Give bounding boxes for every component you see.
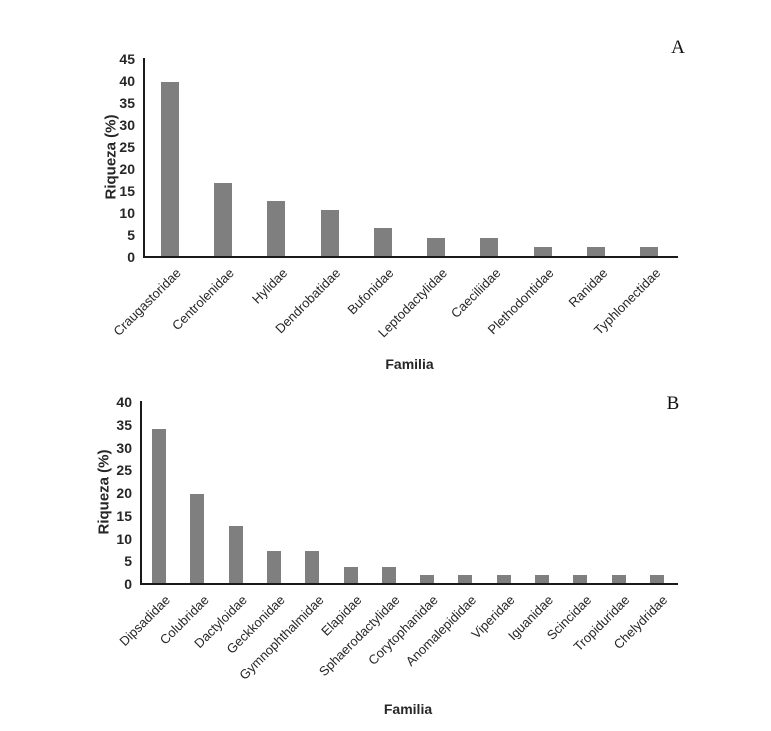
y-tick-label: 40 bbox=[116, 394, 132, 410]
y-tick-label: 5 bbox=[124, 553, 132, 570]
y-tick-label: 10 bbox=[119, 205, 135, 221]
bar-centrolenidae bbox=[213, 182, 232, 256]
bar-iguanidae bbox=[535, 574, 549, 583]
y-tick-label: 25 bbox=[119, 139, 135, 155]
bar-gymnophthalmidae bbox=[305, 550, 320, 583]
bar-typhlonectidae bbox=[640, 246, 659, 256]
y-tick-label: 15 bbox=[116, 507, 132, 524]
bar-corytophanidae bbox=[420, 574, 435, 583]
bar-anomalepididae bbox=[458, 574, 473, 583]
bar-elapidae bbox=[343, 566, 358, 583]
plot-area-a bbox=[143, 58, 678, 258]
bar-tropiduridae bbox=[611, 574, 626, 583]
y-tick-label: 35 bbox=[116, 416, 132, 433]
y-tick-label: 20 bbox=[119, 161, 135, 177]
bar-caeciliidae bbox=[480, 237, 499, 256]
y-tick-label: 0 bbox=[127, 249, 135, 265]
y-tick-label: 40 bbox=[119, 73, 135, 89]
x-axis-title-a: Familia bbox=[385, 356, 434, 372]
bar-geckkonidae bbox=[267, 550, 281, 583]
y-tick-label: 35 bbox=[119, 95, 135, 111]
x-axis-title-b: Familia bbox=[383, 701, 433, 717]
bar-craugastoridae bbox=[160, 81, 179, 256]
y-tick-label: 10 bbox=[116, 530, 132, 547]
y-tick-label: 30 bbox=[116, 439, 132, 456]
y-tick-label: 0 bbox=[124, 576, 132, 592]
y-tick-label: 15 bbox=[119, 183, 135, 199]
bar-dipsadidae bbox=[152, 428, 167, 583]
plot-area-b bbox=[140, 401, 678, 585]
bar-scincidae bbox=[573, 574, 588, 583]
bar-dendrobatidae bbox=[320, 210, 339, 256]
y-tick-label: 25 bbox=[116, 462, 132, 479]
bar-bufonidae bbox=[373, 228, 392, 256]
panel-label-b: B bbox=[666, 393, 680, 414]
bar-chelydridae bbox=[649, 574, 664, 583]
y-tick-label: 20 bbox=[116, 485, 132, 501]
bar-viperidae bbox=[496, 574, 511, 583]
bar-hylidae bbox=[267, 201, 286, 256]
bar-dactyloidae bbox=[228, 526, 243, 583]
y-tick-label: 45 bbox=[119, 51, 135, 67]
bar-plethodontidae bbox=[533, 246, 552, 256]
panel-label-a: A bbox=[671, 37, 685, 58]
bar-sphaerodactylidae bbox=[381, 566, 396, 583]
bar-colubridae bbox=[190, 493, 205, 583]
bar-ranidae bbox=[587, 246, 606, 256]
bar-leptodactylidae bbox=[427, 237, 446, 256]
y-tick-label: 30 bbox=[119, 117, 135, 133]
y-tick-label: 5 bbox=[127, 227, 135, 243]
